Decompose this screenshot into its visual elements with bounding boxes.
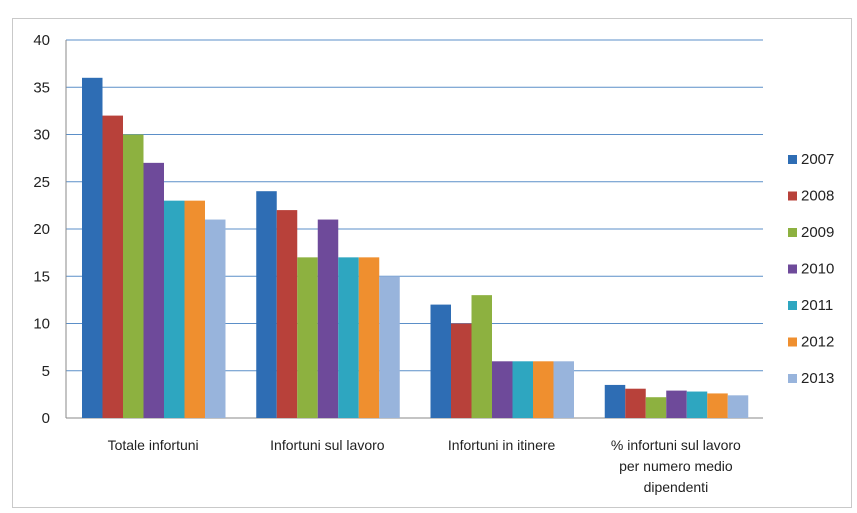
bar-2009-2: [472, 295, 493, 418]
bar-2007-3: [605, 385, 626, 418]
legend-swatch-2007: [788, 155, 797, 164]
bar-2010-0: [144, 163, 165, 418]
x-axis-category-labels: Totale infortuni Infortuni sul lavoro Info…: [108, 437, 741, 495]
bar-2007-0: [82, 78, 103, 418]
legend-label-2008: 2008: [801, 188, 834, 205]
bar-2010-1: [318, 220, 339, 418]
bar-2012-1: [359, 257, 380, 418]
bar-2009-0: [123, 135, 144, 419]
x-category-label: % infortuni sul lavoro per numero medio di…: [611, 437, 741, 495]
y-tick-label: 25: [33, 174, 50, 191]
bar-2008-3: [625, 389, 646, 418]
bar-2012-3: [707, 393, 728, 418]
bar-2007-2: [431, 305, 452, 418]
bar-2007-1: [256, 191, 277, 418]
legend-swatch-2008: [788, 192, 797, 201]
legend-label-2013: 2013: [801, 370, 834, 387]
y-tick-label: 30: [33, 127, 50, 144]
bar-2008-0: [103, 116, 124, 418]
bar-2009-1: [297, 257, 318, 418]
y-tick-label: 10: [33, 316, 50, 333]
y-tick-label: 0: [42, 410, 50, 427]
bar-2013-2: [554, 361, 575, 418]
legend: 2007 2008 2009 2010 2011 2012 2013: [788, 151, 834, 387]
bar-2011-3: [687, 392, 708, 418]
y-tick-label: 15: [33, 268, 50, 285]
legend-label-2007: 2007: [801, 151, 834, 168]
bar-2011-0: [164, 201, 185, 418]
legend-swatch-2009: [788, 228, 797, 237]
legend-label-2012: 2012: [801, 334, 834, 351]
x-category-label: Infortuni in itinere: [448, 437, 556, 453]
legend-label-2011: 2011: [801, 297, 833, 314]
bar-2008-2: [451, 324, 472, 419]
y-tick-label: 20: [33, 221, 50, 238]
y-tick-label: 40: [33, 32, 50, 49]
y-tick-label: 5: [42, 363, 50, 380]
bars: [82, 78, 748, 418]
legend-swatch-2010: [788, 265, 797, 274]
bar-2010-2: [492, 361, 513, 418]
bar-2010-3: [666, 391, 687, 418]
bar-2011-1: [338, 257, 359, 418]
x-category-label: Totale infortuni: [108, 437, 199, 453]
bar-2013-0: [205, 220, 226, 418]
legend-swatch-2013: [788, 374, 797, 383]
legend-swatch-2012: [788, 338, 797, 347]
y-axis-tick-labels: 0 5 10 15 20 25 30 35 40: [33, 32, 50, 427]
x-category-label: Infortuni sul lavoro: [270, 437, 385, 453]
bar-2009-3: [646, 397, 667, 418]
bar-2013-1: [379, 276, 400, 418]
bar-2012-0: [185, 201, 206, 418]
bar-2012-2: [533, 361, 554, 418]
bar-2008-1: [277, 210, 298, 418]
legend-label-2009: 2009: [801, 224, 834, 241]
bar-2013-3: [728, 395, 749, 418]
bar-2011-2: [513, 361, 534, 418]
legend-swatch-2011: [788, 301, 797, 310]
y-tick-label: 35: [33, 79, 50, 96]
legend-label-2010: 2010: [801, 261, 834, 278]
